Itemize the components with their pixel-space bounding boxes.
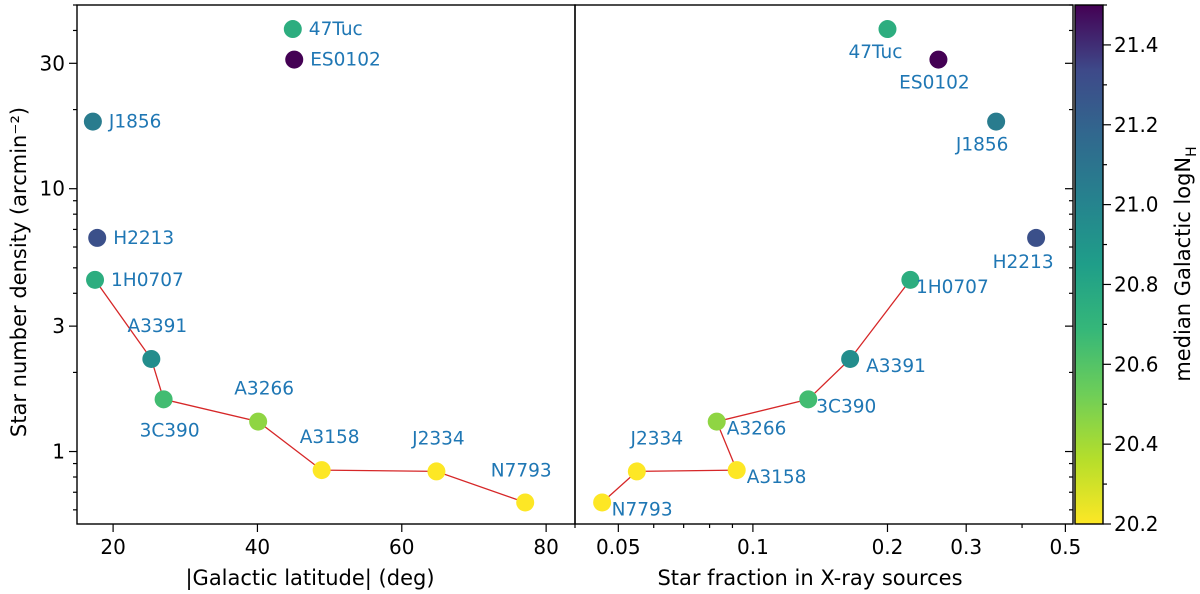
data-point	[929, 50, 948, 69]
data-point	[841, 349, 860, 368]
data-point	[516, 493, 535, 512]
point-label: A3391	[866, 356, 926, 377]
data-point	[312, 461, 331, 480]
data-point	[88, 228, 107, 247]
point-label: A3266	[727, 419, 787, 440]
y-tick-label: 3	[52, 314, 65, 338]
data-point	[627, 462, 646, 481]
point-label: A3158	[747, 467, 807, 488]
data-point	[799, 390, 818, 409]
point-label: 47Tuc	[849, 42, 903, 63]
x-tick-label: 20	[100, 535, 125, 559]
point-label: N7793	[612, 499, 673, 520]
point-label: H2213	[113, 228, 174, 249]
x-tick-label: 40	[245, 535, 270, 559]
data-point	[283, 20, 302, 39]
x-tick-label: 0.2	[872, 535, 904, 559]
data-point	[727, 461, 746, 480]
x-tick-label: 60	[389, 535, 414, 559]
x-axis-label-left: |Galactic latitude| (deg)	[185, 566, 434, 591]
point-label: ES0102	[310, 50, 381, 71]
data-point	[83, 112, 102, 131]
point-label: J2334	[630, 428, 684, 449]
point-label: N7793	[491, 460, 552, 481]
x-tick-label: 0.5	[1049, 535, 1081, 559]
y-tick-label: 30	[40, 51, 65, 75]
axes-frame	[574, 4, 1074, 525]
y-tick-label: 1	[52, 440, 65, 464]
point-label: A3266	[234, 379, 294, 400]
x-axis-label-right: Star fraction in X-ray sources	[657, 566, 962, 590]
data-point	[249, 412, 268, 431]
point-label: H2213	[993, 252, 1054, 273]
colorbar-gradient	[1075, 5, 1103, 524]
colorbar-tick-label: 20.6	[1114, 352, 1159, 376]
data-point	[878, 20, 897, 39]
connecting-line	[94, 279, 526, 504]
colorbar-tick-label: 20.8	[1114, 272, 1159, 296]
point-label: A3391	[127, 316, 187, 337]
colorbar-tick-label: 21.0	[1114, 193, 1159, 217]
left-panel: 1 3 10 30 20 40 60 80 47Tuc ES0102 J1856 H2213 1H070…	[40, 4, 576, 559]
data-point	[987, 112, 1006, 131]
data-point	[427, 462, 446, 481]
point-label: J1856	[108, 112, 162, 133]
point-label: J2334	[411, 428, 465, 449]
data-point	[707, 412, 726, 431]
data-point	[285, 50, 304, 69]
x-tick-label: 0.05	[596, 535, 641, 559]
point-label: 3C390	[140, 420, 200, 441]
point-label: 3C390	[816, 396, 876, 417]
colorbar-label: median Galactic logNH	[1171, 146, 1200, 381]
data-point	[142, 349, 161, 368]
colorbar-tick-label: 21.2	[1114, 113, 1159, 137]
data-point	[154, 390, 173, 409]
point-label: 1H0707	[916, 277, 989, 298]
y-tick-label: 10	[40, 177, 65, 201]
point-label: ES0102	[899, 73, 970, 94]
colorbar-tick-label: 20.2	[1114, 512, 1159, 536]
data-point	[86, 270, 105, 289]
x-tick-label: 0.1	[737, 535, 769, 559]
y-axis-label: Star number density (arcmin⁻²)	[7, 107, 31, 437]
point-label: 1H0707	[111, 270, 184, 291]
colorbar-frame	[1074, 4, 1104, 525]
data-point	[901, 270, 920, 289]
point-label: 47Tuc	[309, 19, 363, 40]
x-tick-label: 80	[533, 535, 558, 559]
data-point	[593, 493, 612, 512]
data-point	[1027, 228, 1046, 247]
point-label: J1856	[955, 135, 1009, 156]
colorbar: 20.2 20.4 20.6 20.8 21.0 21.2 21.4 median Gala…	[1074, 4, 1200, 536]
right-panel: 0.05 0.1 0.2 0.3 0.5 47Tuc ES0102 J1856 H22131H0…	[574, 4, 1081, 559]
x-tick-label: 0.3	[950, 535, 982, 559]
colorbar-tick-label: 21.4	[1114, 33, 1159, 57]
colorbar-tick-label: 20.4	[1114, 432, 1159, 456]
point-label: A3158	[300, 427, 360, 448]
